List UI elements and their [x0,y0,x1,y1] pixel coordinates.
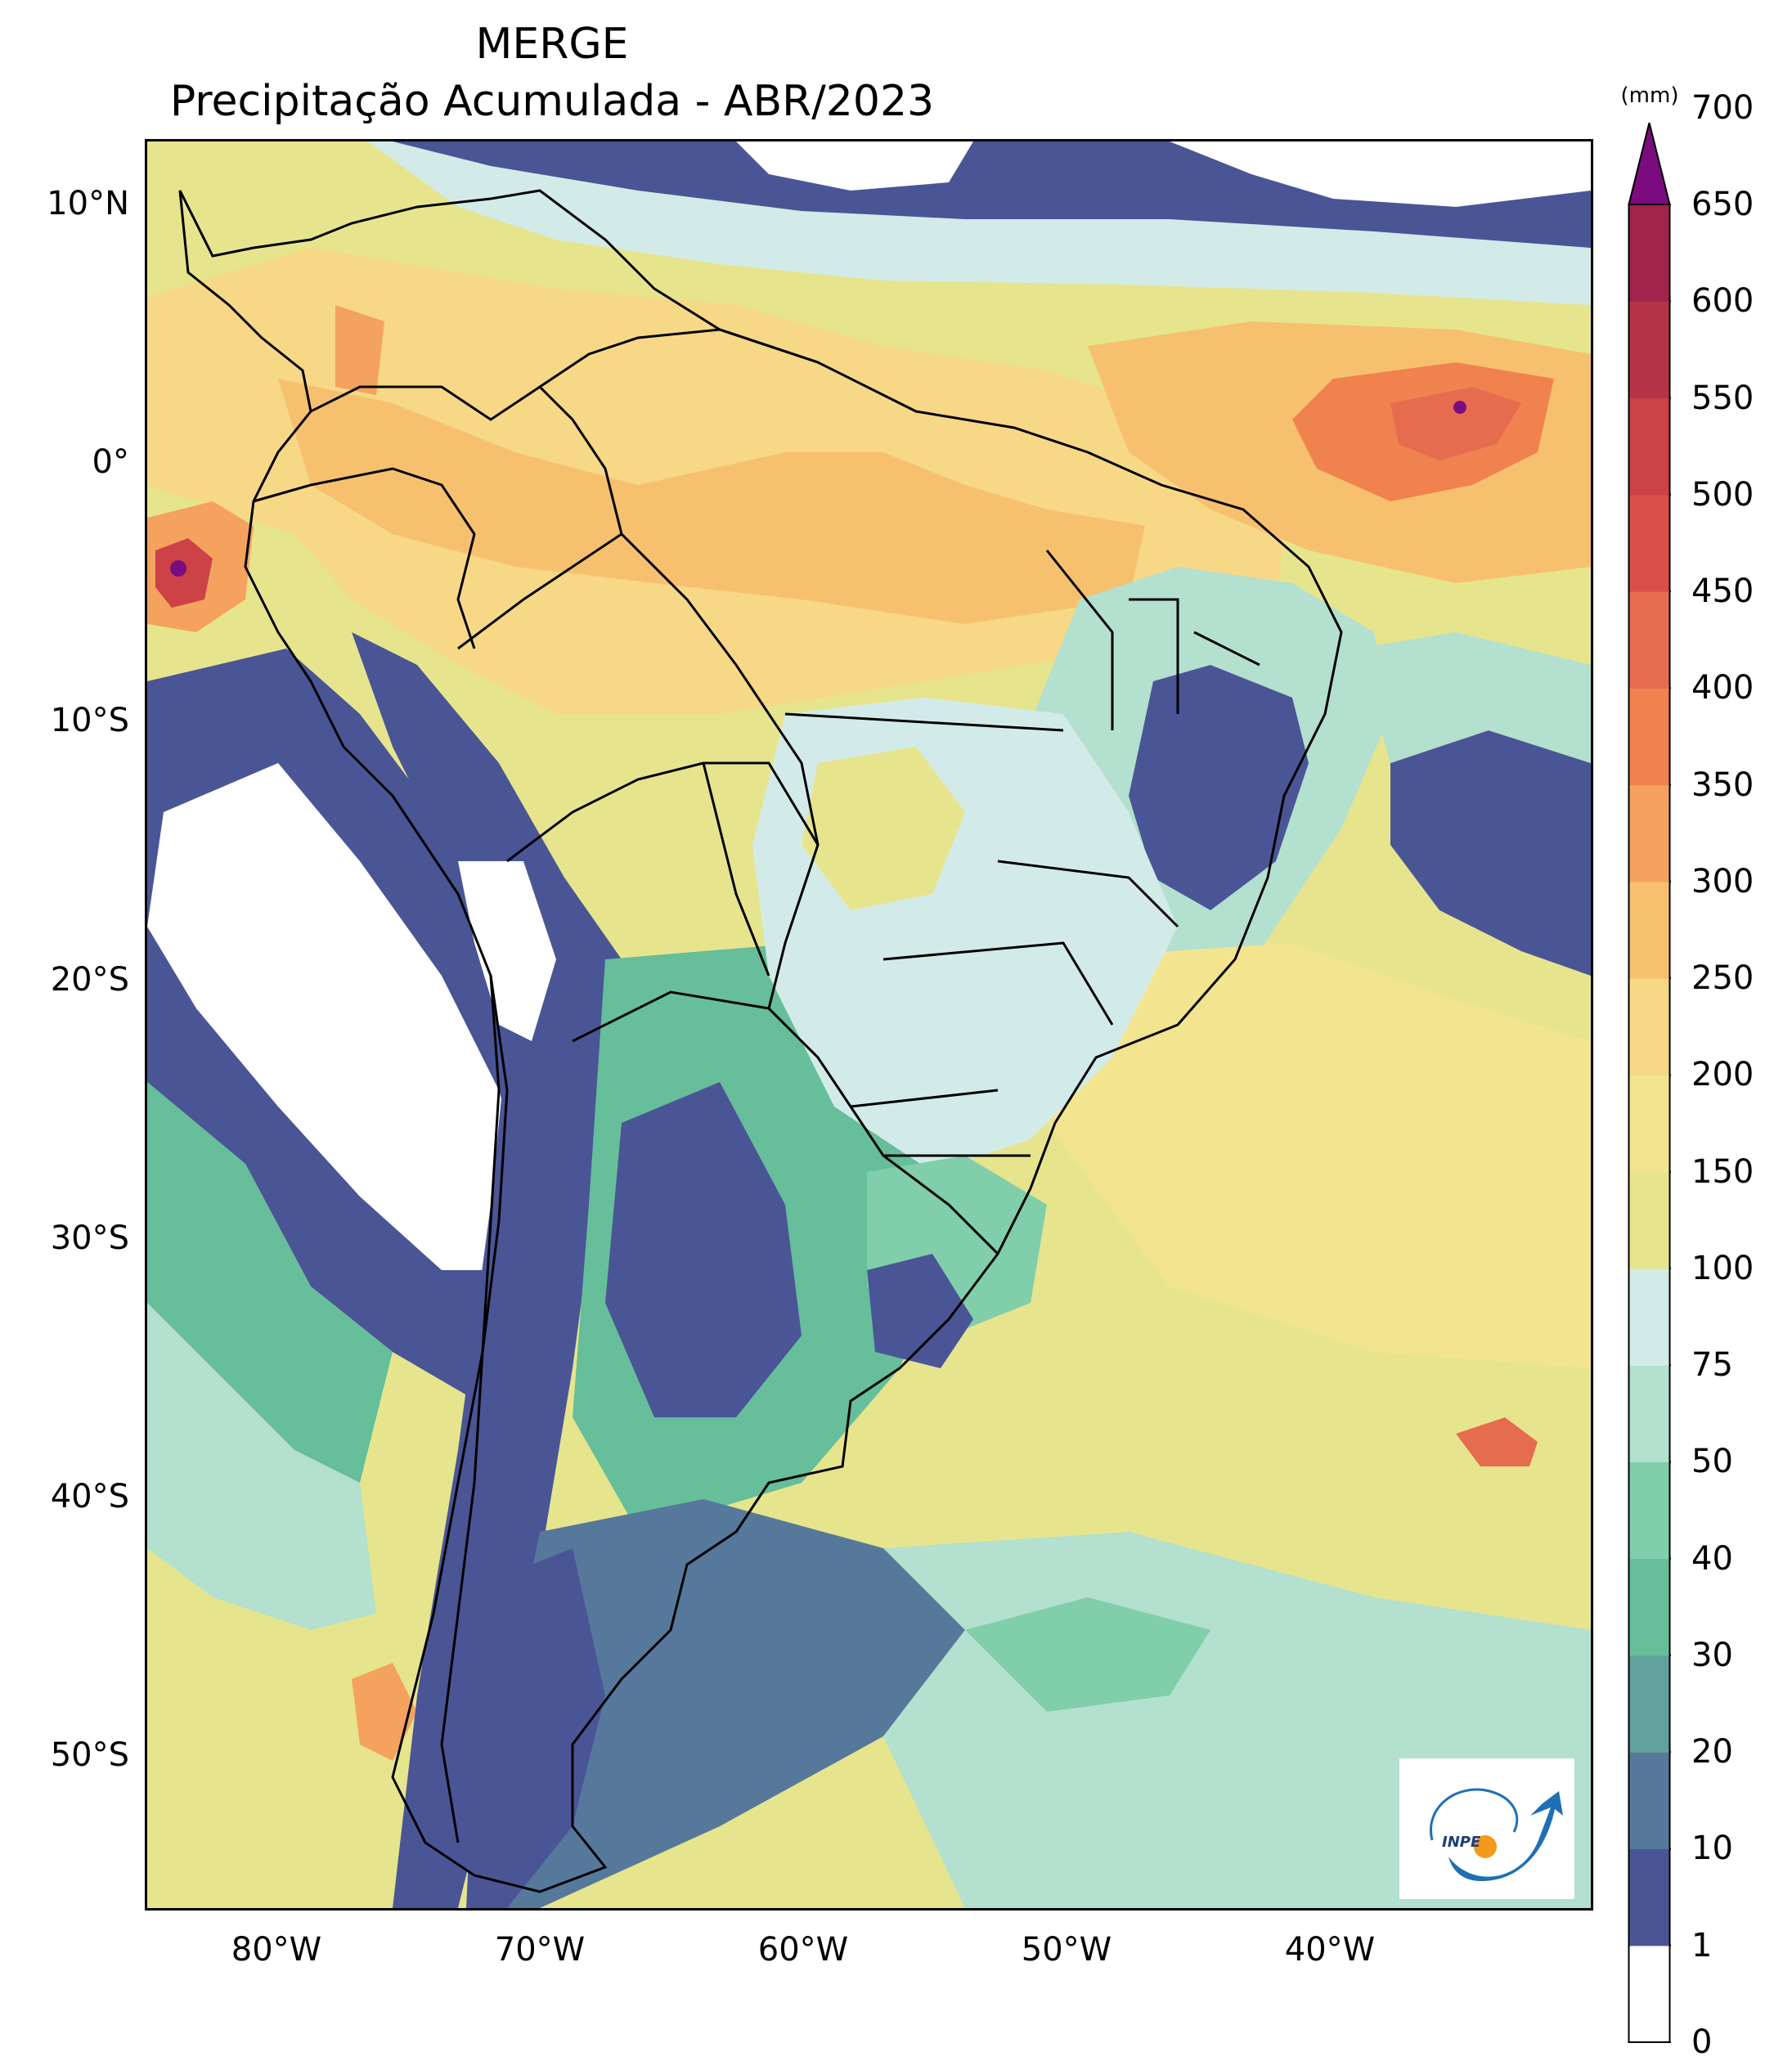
colorbar-tick-label: 500 [1691,475,1754,514]
colorbar-tick-label: 200 [1691,1056,1754,1094]
colorbar-tick-label: 600 [1691,282,1754,321]
lat-tick-label: 0° [92,443,129,482]
lat-tick-label: 30°S [50,1219,129,1257]
south-atlantic-wet-band [1047,943,1591,1368]
colorbar-tick-label: 250 [1691,959,1754,998]
north-atlantic-no-rain [1170,141,1591,207]
colorbar [1628,123,1671,2043]
pacific-peak-cell [170,560,186,577]
colorbar-band [1628,397,1670,496]
lat-tick-label: 50°S [50,1736,129,1775]
colorbar-band [1628,1462,1670,1560]
colorbar-band [1628,1848,1670,1946]
inpe-logo: INPE [1399,1758,1574,1899]
colorbar-tick-label: 100 [1691,1249,1754,1287]
lon-tick-label: 70°W [494,1931,586,1969]
precipitation-map [145,139,1593,1911]
colorbar-band [1628,881,1670,979]
colorbar-extend-triangle [1628,123,1671,205]
logo-orbit-icon [1430,1788,1519,1841]
colorbar-band [1628,688,1670,786]
lat-tick-label: 40°S [50,1478,129,1516]
colorbar-band [1628,1655,1670,1753]
lon-tick-label: 40°W [1284,1931,1376,1969]
northeast-brazil-very-dry [1129,665,1309,910]
colorbar-tick-label: 10 [1691,1830,1733,1868]
colorbar-band [1628,204,1670,302]
colorbar-band [1628,1171,1670,1269]
peru-colombia-ecuador-borders [253,385,541,649]
colorbar-tick-label: 450 [1691,572,1754,611]
colorbar-tick-label: 650 [1691,186,1754,223]
southeast-pacific-moderate [147,1303,376,1630]
altiplano-no-rain [458,861,556,1041]
colorbar-tick-label: 1 [1691,1926,1713,1964]
bolivia-paraguay-border [506,761,820,1043]
south-atlantic-transition [1358,632,1591,763]
colorbar-tick-label: 75 [1691,1346,1733,1385]
logo-text: INPE [1442,1834,1481,1851]
colorbar-band [1628,494,1670,592]
logo-arrow-icon [1448,1791,1563,1881]
lat-tick-label: 20°S [50,960,129,999]
south-atlantic-patagonia-cells [965,1597,1210,1712]
south-brazil-low [867,1254,973,1368]
atlantic-peak-cell [1453,401,1466,414]
brazil-states [784,550,1260,1157]
colorbar-band [1628,1752,1670,1850]
argentina-chile-border [440,975,501,1843]
patagonia-very-dry [466,1548,605,1908]
southern-cone-dry [605,1082,802,1417]
colorbar-unit-label: (mm) [1620,83,1679,108]
map-subtitle: Precipitação Acumulada - ABR/2023 [169,77,935,126]
colorbar-band [1628,784,1670,882]
colorbar-tick-label: 30 [1691,1636,1733,1674]
colorbar-tick-label: 700 [1691,88,1754,127]
colorbar-tick-label: 150 [1691,1152,1754,1191]
colorbar-band [1628,1268,1670,1366]
lon-tick-label: 80°W [231,1931,322,1969]
central-brazil-wet-patches [802,747,965,910]
lon-tick-label: 60°W [757,1931,849,1969]
southeast-pacific-transition [147,1082,393,1483]
southeast-pacific-no-rain [147,763,532,1270]
colorbar-band [1628,1945,1670,2043]
colorbar-band [1628,591,1670,689]
chile-south-wet [352,1663,417,1761]
colorbar-tick-label: 300 [1691,862,1754,900]
patagonia-dry [491,1499,965,1908]
colorbar-band [1628,1075,1670,1173]
colorbar-tick-label: 40 [1691,1539,1733,1578]
colorbar-band [1628,978,1670,1075]
country-borders [178,189,1343,1893]
lon-tick-label: 50°W [1021,1931,1112,1969]
colorbar-tick-label: 50 [1691,1443,1733,1481]
amazon-core-wet [278,379,1145,624]
lat-tick-label: 10°N [47,185,129,223]
colorbar-band [1628,301,1670,399]
south-atlantic-dry-band [1390,730,1591,976]
lat-tick-label: 10°S [50,702,129,740]
south-atlantic-wet-cell [1456,1417,1538,1466]
map-title: MERGE [475,20,629,69]
colorbar-tick-label: 20 [1691,1733,1733,1771]
colorbar-band [1628,1558,1670,1656]
colorbar-band [1628,1365,1670,1463]
equatorial-atlantic-max [1390,387,1521,460]
colombia-wet [335,305,384,395]
caribbean-no-rain [736,141,973,191]
logo-sun-icon [1474,1835,1497,1858]
colorbar-tick-label: 400 [1691,669,1754,707]
colorbar-tick-label: 350 [1691,766,1754,804]
colorbar-tick-label: 550 [1691,379,1754,417]
colorbar-tick-label: 0 [1691,2023,1713,2061]
